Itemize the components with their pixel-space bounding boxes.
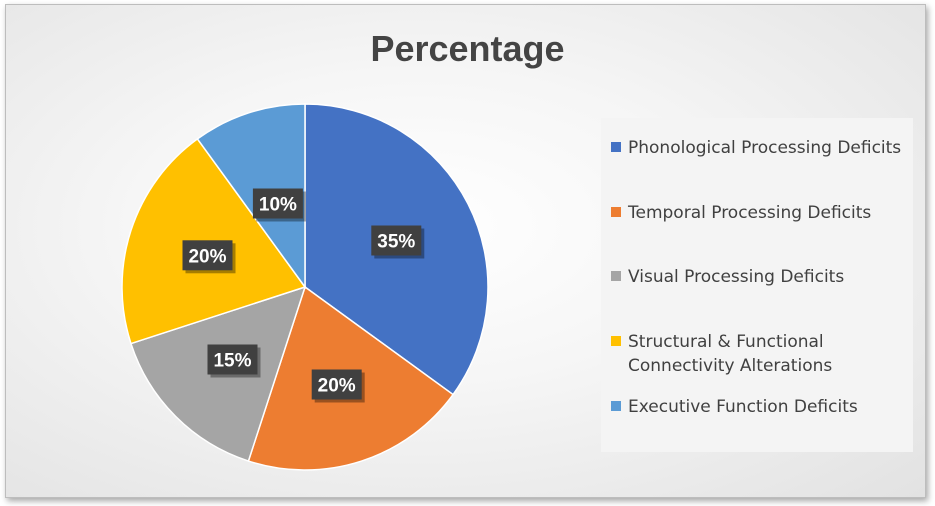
legend-swatch: [611, 271, 621, 281]
data-label-text: 15%: [213, 351, 251, 372]
legend-swatch: [611, 142, 621, 152]
legend-item-temporal: Temporal Processing Deficits: [611, 201, 871, 225]
data-label-text: 20%: [188, 246, 226, 267]
legend: Phonological Processing Deficits Temporal…: [601, 118, 913, 452]
legend-item-executive: Executive Function Deficits: [611, 395, 858, 419]
data-label-visual: 15%: [207, 344, 261, 378]
legend-item-visual: Visual Processing Deficits: [611, 265, 844, 289]
legend-item-structural-functional: Structural & Functional Connectivity Alt…: [611, 330, 832, 378]
legend-label: Phonological Processing Deficits: [628, 138, 902, 158]
legend-swatch: [611, 401, 621, 411]
legend-swatch: [611, 336, 621, 346]
legend-label: Structural & Functional Connectivity Alt…: [628, 332, 833, 376]
legend-label: Temporal Processing Deficits: [628, 203, 872, 223]
data-label-structural-functional: 20%: [182, 240, 236, 274]
pie-slice-executive: [196, 103, 306, 290]
legend-swatch: [611, 207, 621, 217]
data-label-text: 10%: [259, 195, 297, 216]
data-label-text: 35%: [377, 232, 415, 253]
chart-title: Percentage: [370, 28, 565, 69]
legend-label: Executive Function Deficits: [628, 397, 858, 417]
data-label-executive: 10%: [252, 188, 306, 222]
legend-label: Visual Processing Deficits: [628, 267, 845, 287]
data-label-text: 20%: [318, 376, 356, 397]
legend-item-phonological: Phonological Processing Deficits: [611, 136, 901, 160]
data-label-temporal: 20%: [311, 369, 365, 403]
data-label-phonological: 35%: [371, 225, 425, 259]
